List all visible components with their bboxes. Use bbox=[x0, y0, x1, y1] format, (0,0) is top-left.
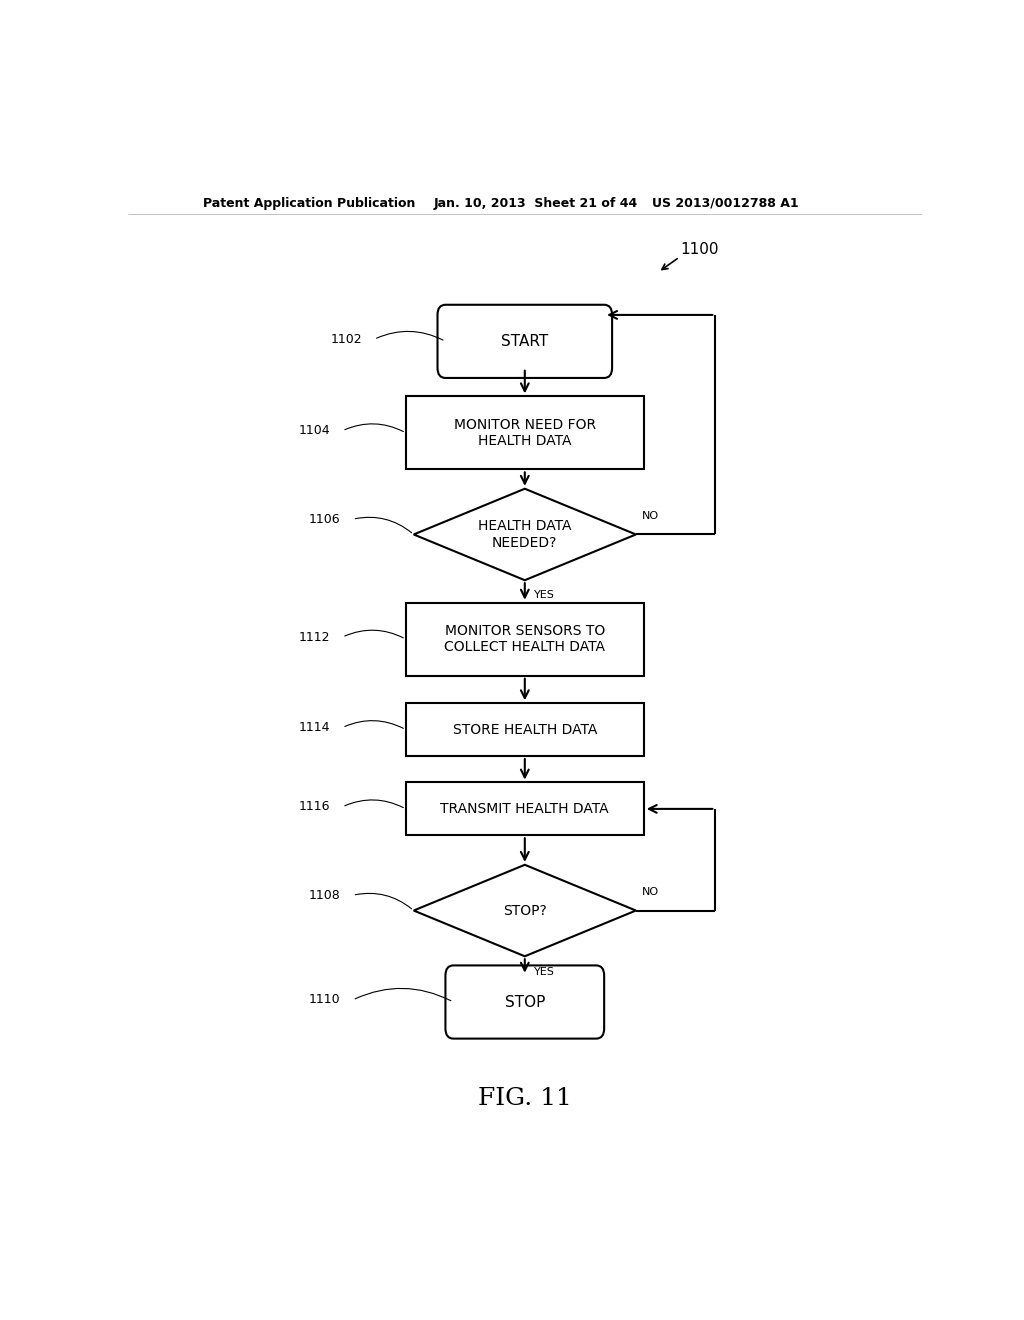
Text: 1102: 1102 bbox=[331, 333, 362, 346]
Text: STORE HEALTH DATA: STORE HEALTH DATA bbox=[453, 722, 597, 737]
Text: 1106: 1106 bbox=[309, 512, 341, 525]
Polygon shape bbox=[414, 865, 636, 956]
Bar bbox=[406, 783, 644, 836]
Bar bbox=[406, 602, 644, 676]
FancyBboxPatch shape bbox=[445, 965, 604, 1039]
FancyBboxPatch shape bbox=[437, 305, 612, 378]
Text: Patent Application Publication: Patent Application Publication bbox=[204, 197, 416, 210]
Text: 1100: 1100 bbox=[680, 243, 719, 257]
Text: Jan. 10, 2013  Sheet 21 of 44: Jan. 10, 2013 Sheet 21 of 44 bbox=[433, 197, 638, 210]
Text: 1104: 1104 bbox=[299, 424, 331, 437]
Text: 1116: 1116 bbox=[299, 800, 331, 813]
Text: YES: YES bbox=[535, 966, 555, 977]
Bar bbox=[406, 396, 644, 470]
Text: 1108: 1108 bbox=[309, 888, 341, 902]
Text: STOP?: STOP? bbox=[503, 903, 547, 917]
Text: 1110: 1110 bbox=[309, 994, 341, 1006]
Text: TRANSMIT HEALTH DATA: TRANSMIT HEALTH DATA bbox=[440, 801, 609, 816]
Text: US 2013/0012788 A1: US 2013/0012788 A1 bbox=[652, 197, 799, 210]
Text: NO: NO bbox=[642, 887, 658, 898]
Text: 1114: 1114 bbox=[299, 721, 331, 734]
Text: MONITOR NEED FOR
HEALTH DATA: MONITOR NEED FOR HEALTH DATA bbox=[454, 417, 596, 447]
Text: NO: NO bbox=[642, 511, 658, 521]
Polygon shape bbox=[414, 488, 636, 581]
Text: START: START bbox=[501, 334, 549, 348]
Text: FIG. 11: FIG. 11 bbox=[478, 1088, 571, 1110]
Text: YES: YES bbox=[535, 590, 555, 601]
Text: HEALTH DATA
NEEDED?: HEALTH DATA NEEDED? bbox=[478, 519, 571, 549]
Text: STOP: STOP bbox=[505, 994, 545, 1010]
Text: MONITOR SENSORS TO
COLLECT HEALTH DATA: MONITOR SENSORS TO COLLECT HEALTH DATA bbox=[444, 624, 605, 655]
Text: 1112: 1112 bbox=[299, 631, 331, 644]
Bar bbox=[406, 704, 644, 756]
